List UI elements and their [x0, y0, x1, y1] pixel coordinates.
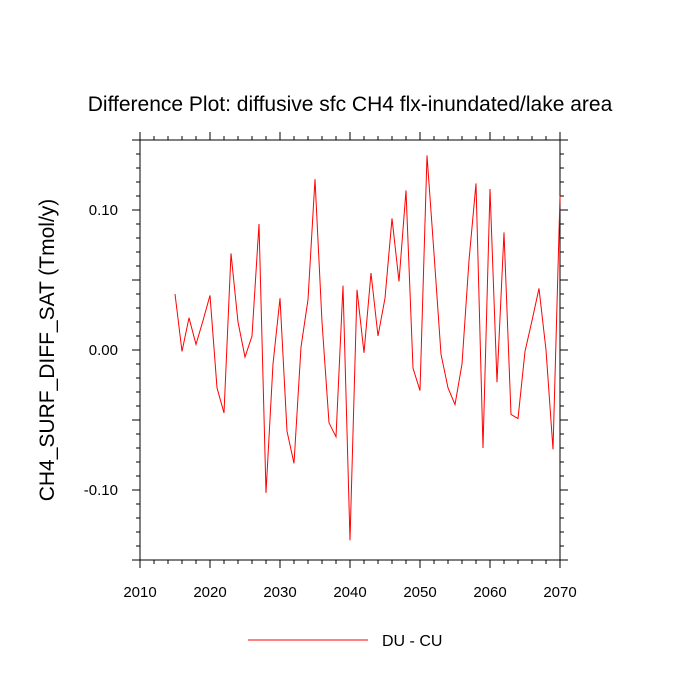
x-tick-label: 2070 [543, 584, 576, 601]
y-tick-label: 0.00 [89, 342, 118, 359]
axis-ticks: 2010 2020 2030 2040 2050 2060 2070 -0.10 0.00 0.1… [84, 132, 577, 601]
legend: DU - CU [248, 633, 442, 650]
plot-frame [139, 139, 561, 561]
legend-label: DU - CU [382, 633, 442, 650]
x-tick-label: 2040 [333, 584, 366, 601]
x-tick-label: 2010 [123, 584, 156, 601]
x-tick-label: 2030 [263, 584, 296, 601]
y-tick-label: -0.10 [84, 482, 118, 499]
series-line [174, 155, 561, 541]
y-axis-label: CH4_SURF_DIFF_SAT (Tmol/y) [36, 199, 59, 502]
chart-title: Difference Plot: diffusive sfc CH4 flx-i… [88, 93, 613, 116]
x-tick-label: 2060 [473, 584, 506, 601]
y-tick-label: 0.10 [89, 202, 118, 219]
x-tick-label: 2020 [193, 584, 226, 601]
series-group [174, 155, 561, 541]
x-tick-label: 2050 [403, 584, 436, 601]
